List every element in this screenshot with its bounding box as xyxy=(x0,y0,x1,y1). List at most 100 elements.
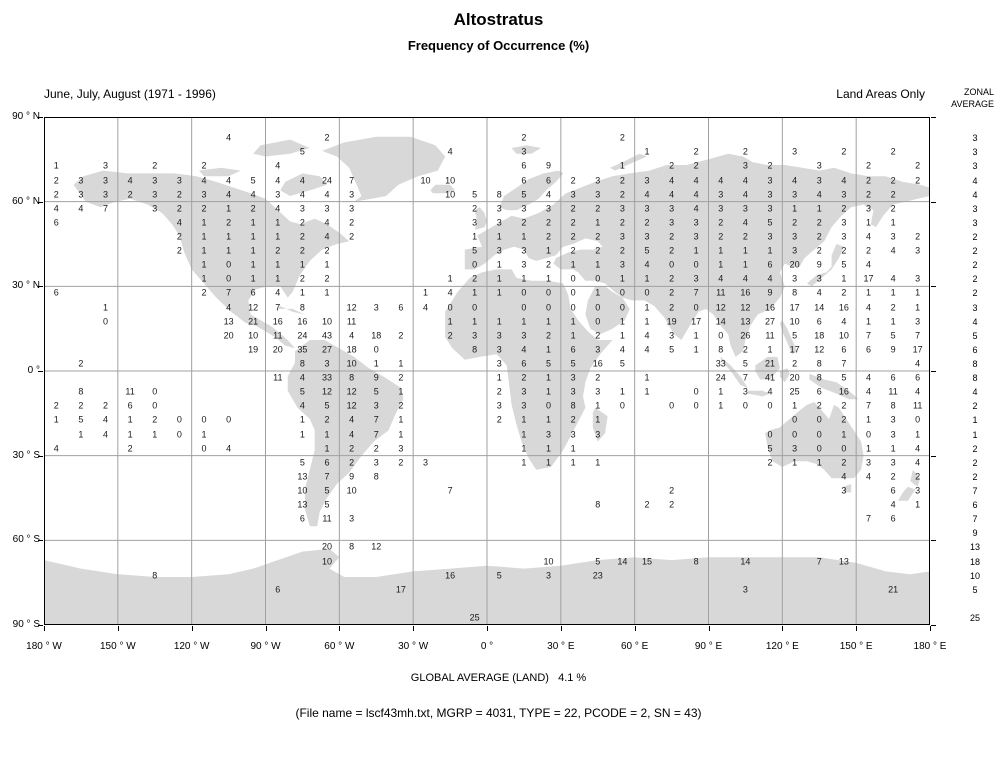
map-cell-value: 4 xyxy=(299,189,305,200)
map-cell-value: 3 xyxy=(619,203,625,214)
map-cell-value: 3 xyxy=(890,429,896,439)
lon-tick-label: 120 ° E xyxy=(765,641,799,652)
map-cell-value: 43 xyxy=(321,330,333,341)
map-cell-value: 1 xyxy=(53,414,59,425)
map-cell-value: 14 xyxy=(814,302,825,312)
map-cell-value: 4 xyxy=(545,189,552,200)
map-cell-value: 4 xyxy=(447,287,453,298)
map-cell-value: 4 xyxy=(422,302,429,312)
tick-bottom xyxy=(44,626,45,631)
map-cell-value: 4 xyxy=(865,259,872,270)
map-cell-value: 1 xyxy=(595,457,601,468)
map-cell-value: 4 xyxy=(718,175,724,185)
map-cell-value: 20 xyxy=(321,541,333,552)
map-cell-value: 2 xyxy=(693,160,699,171)
map-cell-value: 1 xyxy=(595,259,601,270)
continent-shape xyxy=(287,340,404,527)
map-cell-value: 2 xyxy=(669,485,675,496)
map-cell-value: 11 xyxy=(888,386,898,397)
map-cell-value: 6 xyxy=(521,358,527,369)
map-cell-value: 1 xyxy=(644,386,650,397)
map-cell-value: 1 xyxy=(78,429,84,439)
map-cell-value: 6 xyxy=(53,287,59,298)
map-cell-value: 2 xyxy=(102,400,109,411)
zonal-average-value: 2 xyxy=(972,443,978,454)
map-cell-value: 9 xyxy=(373,372,379,383)
map-cell-value: 4 xyxy=(792,175,798,185)
tick-left xyxy=(38,625,43,626)
map-cell-value: 1 xyxy=(644,372,650,383)
map-cell-value: 3 xyxy=(865,457,872,468)
zonal-average-value: 2 xyxy=(972,231,978,242)
map-cell-value: 3 xyxy=(669,203,675,214)
map-cell-value: 1 xyxy=(619,386,625,397)
map-cell-value: 3 xyxy=(841,217,847,228)
map-cell-value: 1 xyxy=(915,287,921,298)
tick-bottom xyxy=(265,626,267,631)
world-map xyxy=(44,117,930,625)
tick-bottom xyxy=(930,626,931,631)
map-cell-value: 2 xyxy=(841,245,847,256)
lon-tick-label: 180 ° E xyxy=(913,641,947,652)
map-cell-value: 4 xyxy=(865,231,872,242)
zonal-average-value: 13 xyxy=(969,542,981,553)
map-cell-value: 11 xyxy=(913,400,923,411)
map-cell-value: 2 xyxy=(152,160,158,171)
map-cell-value: 1 xyxy=(890,316,896,327)
map-cell-value: 7 xyxy=(816,556,822,566)
map-cell-value: 9 xyxy=(767,287,773,298)
zonal-average-value: 7 xyxy=(972,514,978,525)
map-cell-value: 0 xyxy=(669,259,675,270)
map-cell-value: 6 xyxy=(767,259,773,270)
map-cell-value: 6 xyxy=(890,485,896,496)
map-cell-value: 2 xyxy=(595,372,601,383)
map-cell-value: 3 xyxy=(324,203,330,214)
map-cell-value: 1 xyxy=(324,259,330,270)
map-cell-value: 1 xyxy=(299,259,305,270)
map-cell-value: 1 xyxy=(915,499,921,510)
map-cell-value: 24 xyxy=(321,175,333,185)
map-cell-value: 2 xyxy=(718,231,724,242)
map-cell-value: 2 xyxy=(890,302,896,312)
lon-tick-label: 90 ° W xyxy=(250,641,281,652)
map-cell-value: 1 xyxy=(644,273,650,284)
map-cell-value: 1 xyxy=(792,400,798,411)
map-cell-value: 6 xyxy=(53,217,59,228)
map-cell-value: 16 xyxy=(272,316,283,327)
map-cell-value: 11 xyxy=(273,330,283,341)
map-cell-value: 1 xyxy=(545,245,552,256)
map-cell-value: 16 xyxy=(838,302,849,312)
map-cell-value: 5 xyxy=(545,358,552,369)
lon-tick-label: 90 ° E xyxy=(694,641,723,652)
map-cell-value: 3 xyxy=(102,160,109,171)
map-cell-value: 0 xyxy=(521,287,527,298)
map-cell-value: 19 xyxy=(248,344,259,355)
map-cell-value: 3 xyxy=(78,175,84,185)
map-cell-value: 2 xyxy=(349,217,355,228)
map-cell-value: 10 xyxy=(838,330,849,341)
lon-tick-label: 60 ° W xyxy=(324,641,355,652)
map-cell-value: 1 xyxy=(250,217,256,228)
map-cell-value: 18 xyxy=(371,330,382,341)
continent-shape xyxy=(809,373,859,400)
map-cell-value: 5 xyxy=(644,245,650,256)
map-cell-value: 2 xyxy=(669,302,675,312)
map-cell-value: 3 xyxy=(496,400,502,411)
map-cell-value: 2 xyxy=(176,189,182,200)
map-cell-value: 1 xyxy=(742,259,748,270)
map-cell-value: 1 xyxy=(545,273,552,284)
map-cell-value: 9 xyxy=(890,344,896,355)
map-cell-value: 27 xyxy=(764,316,776,327)
map-cell-value: 3 xyxy=(792,146,798,157)
lat-tick-label: 90 ° S xyxy=(12,619,40,630)
map-cell-value: 8 xyxy=(349,541,355,552)
map-cell-value: 1 xyxy=(496,259,502,270)
map-cell-value: 0 xyxy=(816,414,822,425)
map-cell-value: 3 xyxy=(792,245,798,256)
map-cell-value: 1 xyxy=(890,443,896,454)
map-cell-value: 25 xyxy=(789,386,800,397)
map-cell-value: 1 xyxy=(299,287,305,298)
zonal-average-value: 3 xyxy=(972,147,978,158)
map-cell-value: 3 xyxy=(619,231,625,242)
map-cell-value: 4 xyxy=(176,217,182,228)
